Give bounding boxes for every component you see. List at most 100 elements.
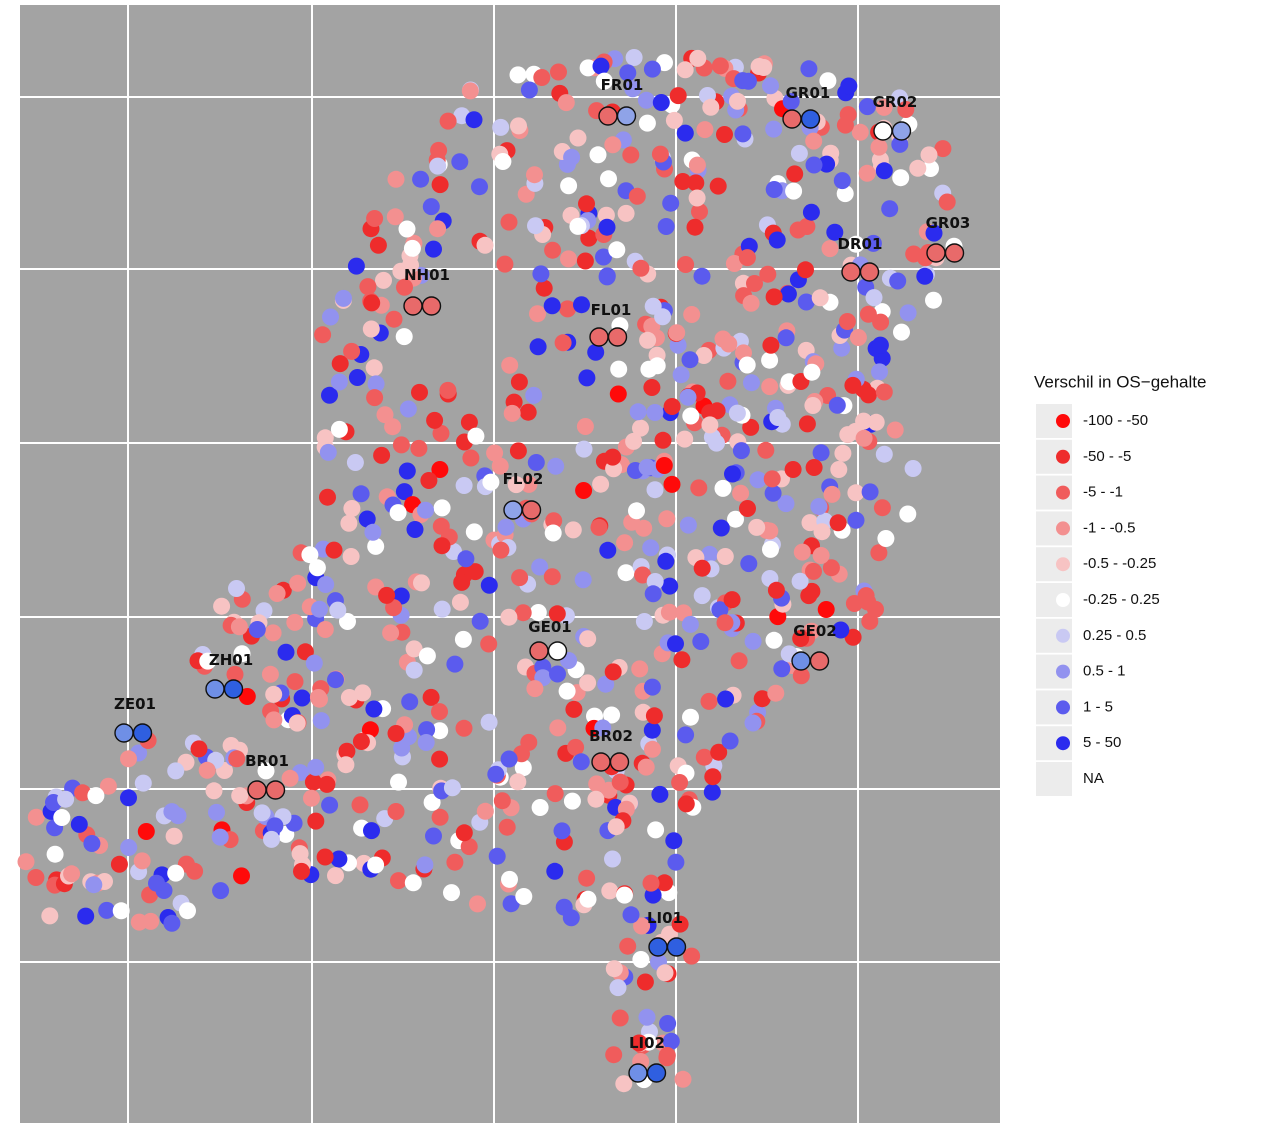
legend-label: 5 - 50 (1083, 734, 1121, 751)
map-dot (316, 621, 334, 638)
map-dot (578, 369, 596, 387)
map-dot (598, 268, 616, 286)
map-dot (134, 774, 152, 792)
map-dot (482, 473, 500, 491)
map-dot (646, 404, 664, 421)
map-dot (526, 680, 544, 698)
map-dot (198, 761, 216, 779)
map-dot (811, 289, 829, 307)
map-dot (405, 640, 423, 658)
map-dot (509, 66, 527, 84)
legend-label: 0.25 - 0.5 (1083, 627, 1146, 644)
map-dot (599, 541, 617, 559)
site-label: GE01 (528, 618, 571, 636)
map-dot (665, 111, 683, 129)
map-dot (716, 548, 734, 565)
map-dot (425, 827, 442, 845)
map-dot (654, 308, 672, 326)
map-dot (362, 320, 380, 338)
map-dot (233, 867, 250, 885)
site: LI01 (647, 909, 687, 957)
map-dot (651, 785, 669, 803)
map-dot (642, 874, 660, 892)
map-dot (548, 605, 566, 623)
map-dot (509, 773, 527, 791)
site-marker (841, 262, 861, 282)
map-dot (395, 483, 413, 501)
map-dot (730, 652, 748, 670)
map-dot (672, 366, 690, 384)
map-dot (797, 261, 814, 279)
map-dot (77, 907, 95, 925)
map-dot (330, 373, 348, 391)
map-dot (307, 758, 325, 776)
map-dot (286, 673, 304, 691)
map-dot (784, 461, 802, 478)
map-dot (453, 573, 471, 591)
map-dot (500, 608, 518, 626)
map-dot (702, 98, 720, 116)
site: ZE01 (114, 695, 156, 743)
map-dot (828, 396, 846, 414)
map-dot (510, 117, 527, 135)
site: ZH01 (205, 651, 253, 699)
map-dot (740, 555, 758, 573)
map-dot (480, 635, 498, 653)
map-dot (432, 424, 450, 442)
map-dot (823, 485, 841, 503)
map-dot (41, 907, 59, 925)
map-dot (792, 630, 810, 647)
map-dot (263, 830, 280, 848)
legend-dot (1056, 449, 1070, 464)
map-dot (631, 660, 649, 678)
map-dot (476, 236, 494, 254)
site-label: GE02 (793, 622, 836, 640)
site: GE02 (791, 622, 837, 671)
map-dot (417, 501, 434, 519)
site-marker (609, 752, 630, 772)
map-dot (867, 413, 885, 431)
map-dot (385, 310, 403, 328)
map-dot (576, 418, 594, 435)
map-dot (455, 477, 473, 494)
map-dot (609, 385, 627, 403)
site-marker (666, 937, 687, 957)
legend-label: -100 - -50 (1083, 412, 1148, 429)
site-label: BR01 (245, 752, 289, 770)
map-dot (579, 630, 597, 648)
map-dot (564, 521, 582, 539)
legend-dot (1056, 593, 1070, 607)
map-dot (312, 712, 330, 730)
map-dot (422, 198, 440, 216)
map-dot (311, 600, 328, 618)
map-dot (549, 665, 566, 683)
map-dot (647, 821, 665, 839)
map-dot (632, 259, 650, 277)
map-dot (700, 692, 718, 710)
map-dot (519, 403, 537, 421)
map-dot (451, 153, 469, 171)
map-dot (844, 628, 862, 646)
map-dot (376, 406, 394, 424)
map-dot (74, 784, 92, 802)
map-dot (833, 172, 851, 190)
map-dot (769, 409, 787, 426)
map-dot (398, 220, 416, 238)
map-dot (671, 774, 689, 791)
site-marker (403, 296, 423, 316)
map-dot (431, 808, 449, 826)
map-dot (739, 500, 756, 517)
site: FL01 (589, 301, 631, 347)
map-dot (63, 865, 81, 883)
map-dot (689, 49, 707, 67)
map-dot (559, 300, 577, 318)
map-dot (637, 758, 655, 776)
legend-dot (1056, 521, 1070, 536)
map-dot (594, 719, 612, 737)
map-dot (597, 675, 615, 693)
map-dot (520, 475, 538, 493)
map-dot (133, 852, 151, 870)
map-dot (565, 700, 583, 718)
map-dot (205, 782, 223, 800)
map-dot (859, 386, 877, 404)
